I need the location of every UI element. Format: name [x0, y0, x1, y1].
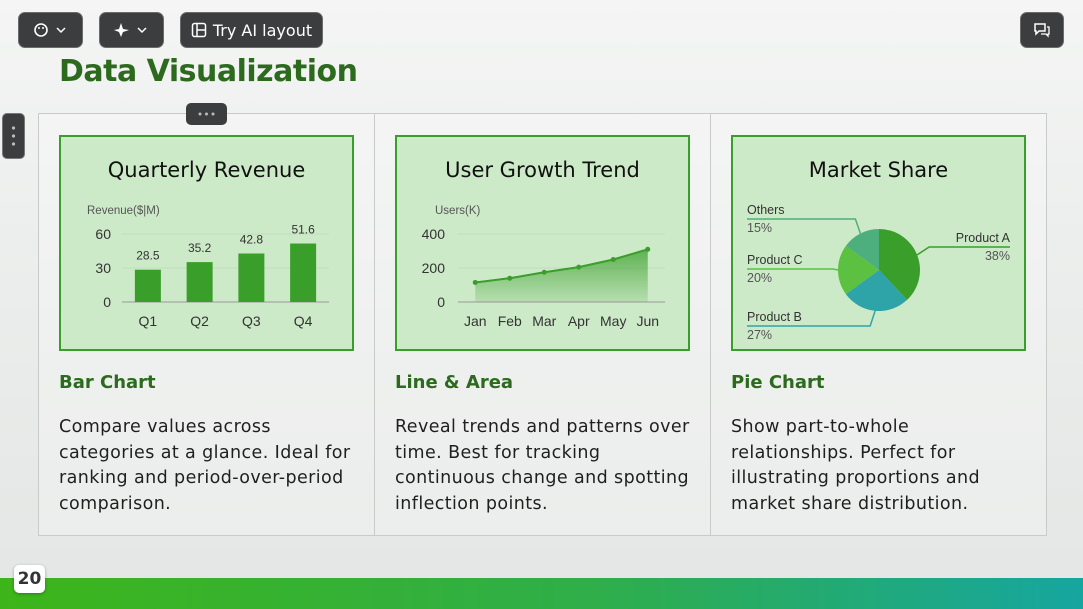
x-tick-label: Q2	[190, 313, 209, 329]
pie-value: 27%	[747, 328, 772, 342]
chart-box: Quarterly Revenue Revenue($|M) 0 30 60 Q1 Q2 Q3…	[59, 135, 354, 351]
ai-layout-button[interactable]: Try AI layout	[180, 12, 323, 48]
x-tick-label: Mar	[532, 313, 556, 329]
pie-label: Others	[747, 203, 785, 217]
pie-value: 20%	[747, 271, 772, 285]
point	[472, 279, 478, 285]
card-heading: Bar Chart	[59, 372, 156, 393]
icon	[198, 112, 215, 116]
x-tick-label: Jan	[464, 313, 487, 329]
comment-button[interactable]	[1020, 12, 1064, 48]
card: Market Share Product A 38% Product B 27% Prod…	[711, 114, 1046, 535]
bar	[186, 262, 213, 302]
chart: User Growth Trend Users(K) 0 200 400 Jan Feb Ma…	[422, 158, 665, 329]
x-tick-label: Q1	[139, 313, 158, 329]
data-label: 28.5	[136, 249, 160, 263]
card-heading: Pie Chart	[731, 372, 825, 393]
card-grid: Quarterly Revenue Revenue($|M) 0 30 60 Q1 Q2 Q3…	[38, 113, 1047, 536]
pie-label: Product B	[747, 310, 802, 324]
pie-slice	[838, 245, 879, 295]
line	[475, 248, 649, 284]
point	[610, 257, 616, 262]
x-tick-label: Apr	[568, 313, 590, 329]
icon	[11, 126, 16, 146]
card: User Growth Trend Users(K) 0 200 400 Jan Feb Ma…	[375, 114, 711, 535]
icon	[33, 23, 66, 37]
chart: Quarterly Revenue Revenue($|M) 0 30 60 Q1 Q2 Q3…	[87, 158, 329, 329]
chart-title: Market Share	[809, 158, 948, 182]
pie-value: 15%	[747, 221, 772, 235]
leader-line	[747, 218, 862, 234]
chart-title: Quarterly Revenue	[108, 158, 306, 182]
chart-box: Market Share Product A 38% Product B 27% Prod…	[731, 135, 1026, 351]
card-text: Compare values across categories at a gl…	[59, 417, 351, 514]
y-tick-label: 400	[422, 226, 446, 242]
data-label: 51.6	[291, 223, 315, 237]
data-label: 42.8	[240, 232, 264, 246]
x-tick-label: Q3	[242, 313, 261, 329]
page-number: 20	[14, 565, 45, 593]
chart-title: User Growth Trend	[445, 158, 640, 182]
bar	[290, 243, 317, 302]
drag-handle[interactable]	[186, 103, 227, 125]
pie-slice	[845, 270, 908, 311]
chart-box: User Growth Trend Users(K) 0 200 400 Jan Feb Ma…	[395, 135, 690, 351]
pie-slice	[845, 229, 879, 270]
y-tick-label: 0	[437, 294, 445, 310]
y-tick-label: 200	[422, 260, 446, 276]
pie-value: 38%	[985, 249, 1010, 263]
bar	[134, 269, 161, 302]
y-tick-label: 30	[95, 260, 111, 276]
icon	[113, 23, 147, 37]
side-handle[interactable]	[2, 113, 25, 159]
ai-button[interactable]	[99, 12, 164, 48]
point	[507, 275, 513, 281]
y-axis-label: Users(K)	[435, 205, 481, 217]
point	[576, 264, 582, 270]
point	[541, 269, 547, 275]
pie-label: Product C	[747, 253, 803, 267]
point	[645, 246, 651, 252]
leader-line	[747, 268, 839, 271]
x-tick-label: Q4	[294, 313, 313, 329]
x-tick-label: Feb	[498, 313, 522, 329]
area	[475, 249, 648, 302]
button-label: Try AI layout	[212, 20, 313, 40]
leader-line	[916, 246, 1010, 256]
x-tick-label: May	[600, 313, 626, 329]
leader-line	[747, 310, 876, 327]
y-tick-label: 60	[95, 226, 111, 242]
pie-slice	[879, 229, 920, 300]
y-tick-label: 0	[103, 294, 111, 310]
card-text: Reveal trends and patterns over time. Be…	[395, 417, 690, 514]
card: Quarterly Revenue Revenue($|M) 0 30 60 Q1 Q2 Q3…	[39, 114, 375, 535]
card-heading: Line & Area	[395, 372, 514, 393]
data-label: 35.2	[188, 241, 212, 255]
icon	[191, 22, 207, 38]
footer-bar	[0, 578, 1083, 609]
x-tick-label: Jun	[636, 313, 659, 329]
page-title: Data Visualization	[59, 54, 358, 89]
chart: Market Share Product A 38% Product B 27% Prod…	[747, 158, 1011, 342]
icon	[1034, 23, 1050, 38]
theme-button[interactable]	[18, 12, 83, 48]
bar	[238, 253, 265, 302]
y-axis-label: Revenue($|M)	[87, 205, 160, 217]
pie-label: Product A	[956, 231, 1011, 245]
card-text: Show part-to-whole relationships. Perfec…	[731, 417, 981, 514]
